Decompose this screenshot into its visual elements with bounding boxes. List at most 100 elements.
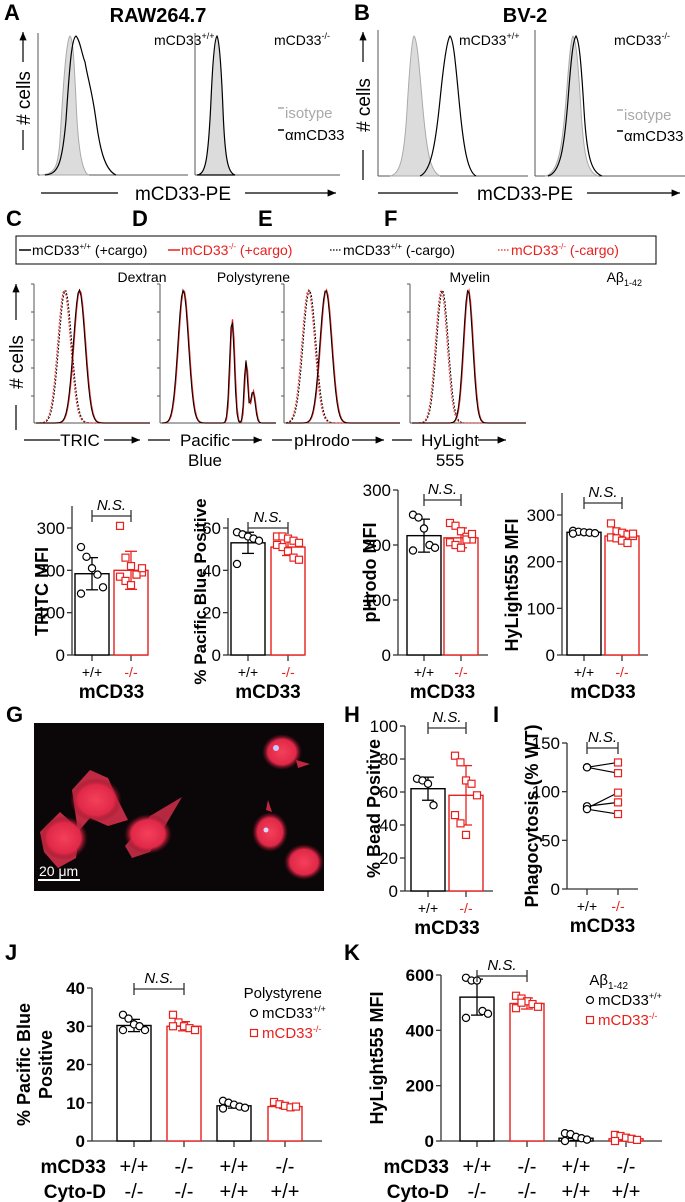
histogram-f [407,283,526,424]
significance-label: N.S. [428,481,457,498]
y-tick-label: 100 [527,599,555,618]
significance-label: N.S. [144,970,173,987]
svg-text:mCD33+/+: mCD33+/+ [154,31,214,48]
data-point [456,527,466,536]
data-point [430,543,440,552]
data-point [118,1010,128,1019]
significance-label: N.S. [588,484,617,501]
histogram-raw-ko: mCD33-/- isotype αmCD33 [194,31,345,176]
category-label: +/+ [612,1181,641,1202]
y-axis-label: % Pacific Blue [14,1003,34,1126]
svg-text:555: 555 [436,451,464,470]
data-point [126,581,136,590]
data-point [76,589,86,598]
y-axis-label: % Pacific Blue Positive [191,498,210,684]
category-label: -/- [281,664,295,680]
cargo-label-abeta: Aβ [607,269,624,285]
y-axis-label: TRITC MFI [32,547,52,636]
panel-label-a: A [4,0,20,25]
data-point [423,779,433,788]
significance-label: N.S. [487,957,516,974]
y-tick-label: 300 [527,506,555,525]
panel-b: B BV-2 # cells mCD33+/+ mCD33-/- isotype… [354,0,685,205]
data-point [132,570,141,579]
svg-text:mCD33-/-: mCD33-/- [274,31,330,48]
y-tick-label: 0 [389,882,398,901]
data-point [135,1022,144,1031]
data-point [121,576,130,586]
category-label: -/- [615,664,629,680]
x-axis-labels: TRIC Pacific Blue pHrodo HyLight 555 [24,431,506,470]
chart-h: 0 20 40 60 80 100 % Bead Positive N.S. +/+ -/- mCD… [364,709,493,939]
data-point [610,1136,620,1146]
panel-label-f: F [384,206,397,231]
y-tick-label: 0 [551,880,560,899]
data-point [613,788,623,797]
data-point [93,570,102,579]
svg-text:isotype: isotype [624,107,672,124]
bar [443,537,479,656]
legend-title: Aβ1-42 [589,972,628,992]
legend-item: mCD33+/+ [262,1004,326,1022]
data-point [456,758,465,767]
category-label: -/- [459,900,473,916]
row-label: Cyto-D [387,1182,449,1202]
y-axis-label: % Bead Positive [364,739,384,878]
cargo-label-polystyrene: Polystyrene [217,269,290,285]
row-label: mCD33 [384,1157,449,1178]
data-point [628,529,638,538]
data-point [414,513,423,522]
legend-title: Polystyrene [244,985,322,1002]
panel-label-h: H [344,702,360,727]
x-axis-label-b: mCD33-PE [378,184,680,205]
scale-bar-label: 20 μm [39,863,78,879]
y-axis-label: Phagocytosis (% WT) [522,724,542,907]
panel-b-title: BV-2 [503,5,547,27]
significance-label: N.S. [432,709,461,726]
data-point [137,564,147,573]
x-axis-label: mCD33 [235,682,300,703]
cargo-label-myelin: Myelin [450,269,490,285]
panel-g: G 20 μm [6,702,324,891]
plot-label: mCD33 [154,32,202,48]
x-axis-label: mCD33 [79,682,144,703]
data-point [408,546,418,555]
data-point [511,1004,521,1013]
data-point [124,1014,133,1023]
histogram-e [281,283,400,424]
data-point [613,769,623,778]
data-point [254,536,264,545]
svg-text:αmCD33: αmCD33 [624,128,684,145]
y-axis-label: Positive [36,1030,56,1099]
y-tick-label: 100 [363,591,391,610]
category-label: -/- [276,1156,295,1178]
data-point [450,810,460,820]
legend-a: isotype αmCD33 [278,105,345,144]
category-label: -/- [454,664,468,680]
x-axis-label: mCD33 [570,682,635,703]
data-point [278,542,287,552]
category-label: -/- [124,664,138,680]
data-point [294,538,304,547]
data-point [632,1135,642,1144]
y-tick-label: 300 [363,481,391,500]
histogram-bv2-wt: mCD33+/+ [377,30,528,177]
data-point [121,553,130,562]
bar [604,535,640,656]
panel-a: A RAW264.7 # cells mCD33+/+ mCD33-/- iso… [4,0,345,205]
data-point [582,804,592,814]
y-tick-label: 600 [406,966,434,985]
category-label: -/- [611,898,625,914]
category-label: +/+ [577,898,597,914]
data-point [590,529,600,538]
histogram-raw-wt: mCD33+/+ [37,31,214,176]
category-label: +/+ [463,1156,492,1178]
category-label: -/- [468,1181,487,1202]
y-tick-label: 150 [532,734,560,753]
y-tick-label: 0 [382,646,391,665]
y-tick-label: 30 [66,1017,85,1036]
svg-text:Pacific: Pacific [180,431,231,450]
x-axis-label: mCD33 [570,916,635,937]
